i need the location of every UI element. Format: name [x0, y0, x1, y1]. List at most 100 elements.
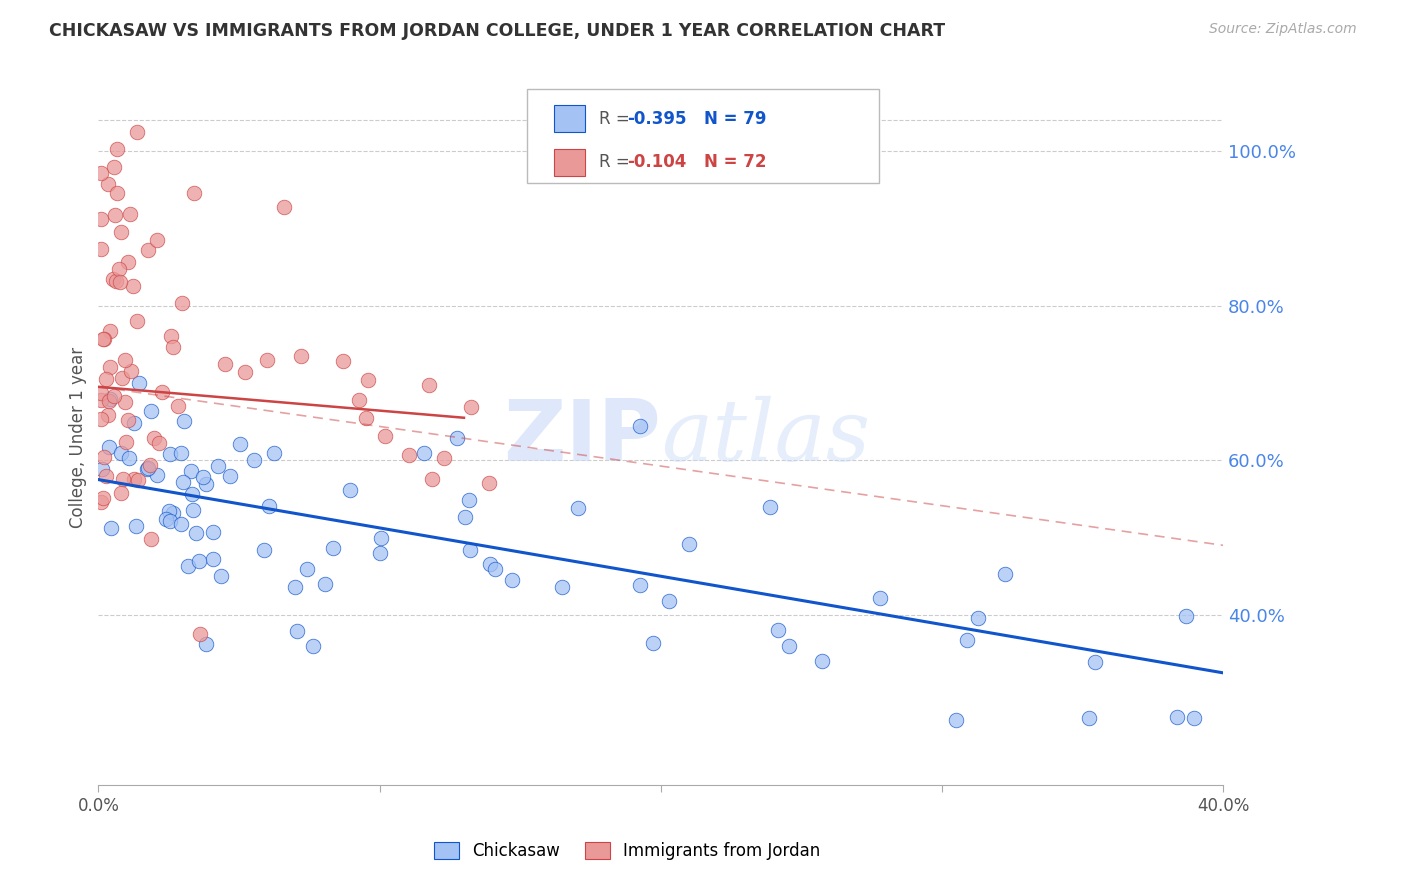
Point — [110, 486, 132, 500]
Point — [120, 207, 142, 221]
Legend: Chickasaw, Immigrants from Jordan: Chickasaw, Immigrants from Jordan — [427, 836, 827, 867]
Point — [1166, 710, 1188, 724]
Point — [374, 428, 396, 442]
Point — [94, 468, 117, 483]
Point — [285, 624, 308, 639]
Point — [162, 506, 184, 520]
Point — [956, 633, 979, 648]
Point — [152, 385, 174, 400]
Point — [159, 329, 181, 343]
Point — [398, 448, 420, 462]
Point — [98, 440, 121, 454]
Text: ZIP: ZIP — [503, 395, 661, 479]
Point — [354, 411, 377, 425]
Point — [187, 553, 209, 567]
Point — [103, 161, 125, 175]
Point — [135, 462, 157, 476]
Point — [111, 371, 134, 385]
Point — [155, 512, 177, 526]
Point — [104, 208, 127, 222]
Point — [811, 655, 834, 669]
Point — [256, 352, 278, 367]
Point — [159, 447, 181, 461]
Point — [138, 460, 160, 475]
Point — [122, 416, 145, 430]
Point — [124, 519, 146, 533]
Point — [297, 561, 319, 575]
Point — [128, 376, 150, 390]
Point — [219, 469, 242, 483]
Point — [446, 431, 468, 445]
Point — [91, 332, 114, 346]
Point — [418, 377, 440, 392]
Point — [170, 517, 193, 532]
Text: CHICKASAW VS IMMIGRANTS FROM JORDAN COLLEGE, UNDER 1 YEAR CORRELATION CHART: CHICKASAW VS IMMIGRANTS FROM JORDAN COLL… — [49, 22, 945, 40]
Point — [148, 436, 170, 450]
Point — [1078, 711, 1101, 725]
Point — [253, 543, 276, 558]
Point — [114, 395, 136, 409]
Point — [184, 525, 207, 540]
Point — [93, 450, 115, 464]
Point — [100, 359, 122, 374]
Point — [124, 472, 146, 486]
Point — [139, 532, 162, 546]
Text: R =: R = — [599, 153, 636, 171]
Point — [229, 437, 252, 451]
Point — [567, 501, 589, 516]
Point — [302, 639, 325, 653]
Point — [166, 400, 188, 414]
Point — [125, 125, 148, 139]
Point — [460, 401, 482, 415]
Point — [994, 567, 1017, 582]
Point — [628, 418, 651, 433]
Point — [678, 537, 700, 551]
Point — [332, 353, 354, 368]
Point — [180, 464, 202, 478]
Point — [207, 459, 229, 474]
Point — [322, 541, 344, 555]
Point — [105, 274, 128, 288]
Text: Source: ZipAtlas.com: Source: ZipAtlas.com — [1209, 22, 1357, 37]
Text: R =: R = — [599, 110, 636, 128]
Point — [259, 499, 281, 513]
Point — [201, 525, 224, 540]
Point — [139, 404, 162, 418]
Point — [94, 372, 117, 386]
Point — [107, 262, 129, 277]
Point — [658, 594, 681, 608]
Text: atlas: atlas — [661, 396, 870, 478]
Point — [194, 637, 217, 651]
Point — [90, 385, 112, 400]
Point — [183, 503, 205, 517]
Point — [368, 546, 391, 560]
Text: -0.395: -0.395 — [627, 110, 686, 128]
Point — [100, 521, 122, 535]
Point — [176, 559, 198, 574]
Point — [273, 201, 295, 215]
Point — [433, 451, 456, 466]
Point — [91, 491, 114, 505]
Point — [284, 580, 307, 594]
Point — [110, 446, 132, 460]
Point — [105, 186, 128, 201]
Point — [413, 446, 436, 460]
Point — [243, 452, 266, 467]
Point — [188, 627, 211, 641]
Text: -0.104: -0.104 — [627, 153, 686, 171]
Point — [110, 276, 132, 290]
Point — [194, 477, 217, 491]
Point — [93, 332, 115, 346]
Point — [157, 503, 180, 517]
Point — [479, 558, 502, 572]
Point — [90, 242, 112, 256]
Point — [869, 591, 891, 605]
Point — [209, 569, 232, 583]
Point — [118, 451, 141, 466]
Point — [170, 446, 193, 460]
Point — [90, 392, 112, 407]
Point — [115, 434, 138, 449]
Point — [90, 211, 112, 226]
Point — [501, 574, 523, 588]
Point — [967, 611, 990, 625]
